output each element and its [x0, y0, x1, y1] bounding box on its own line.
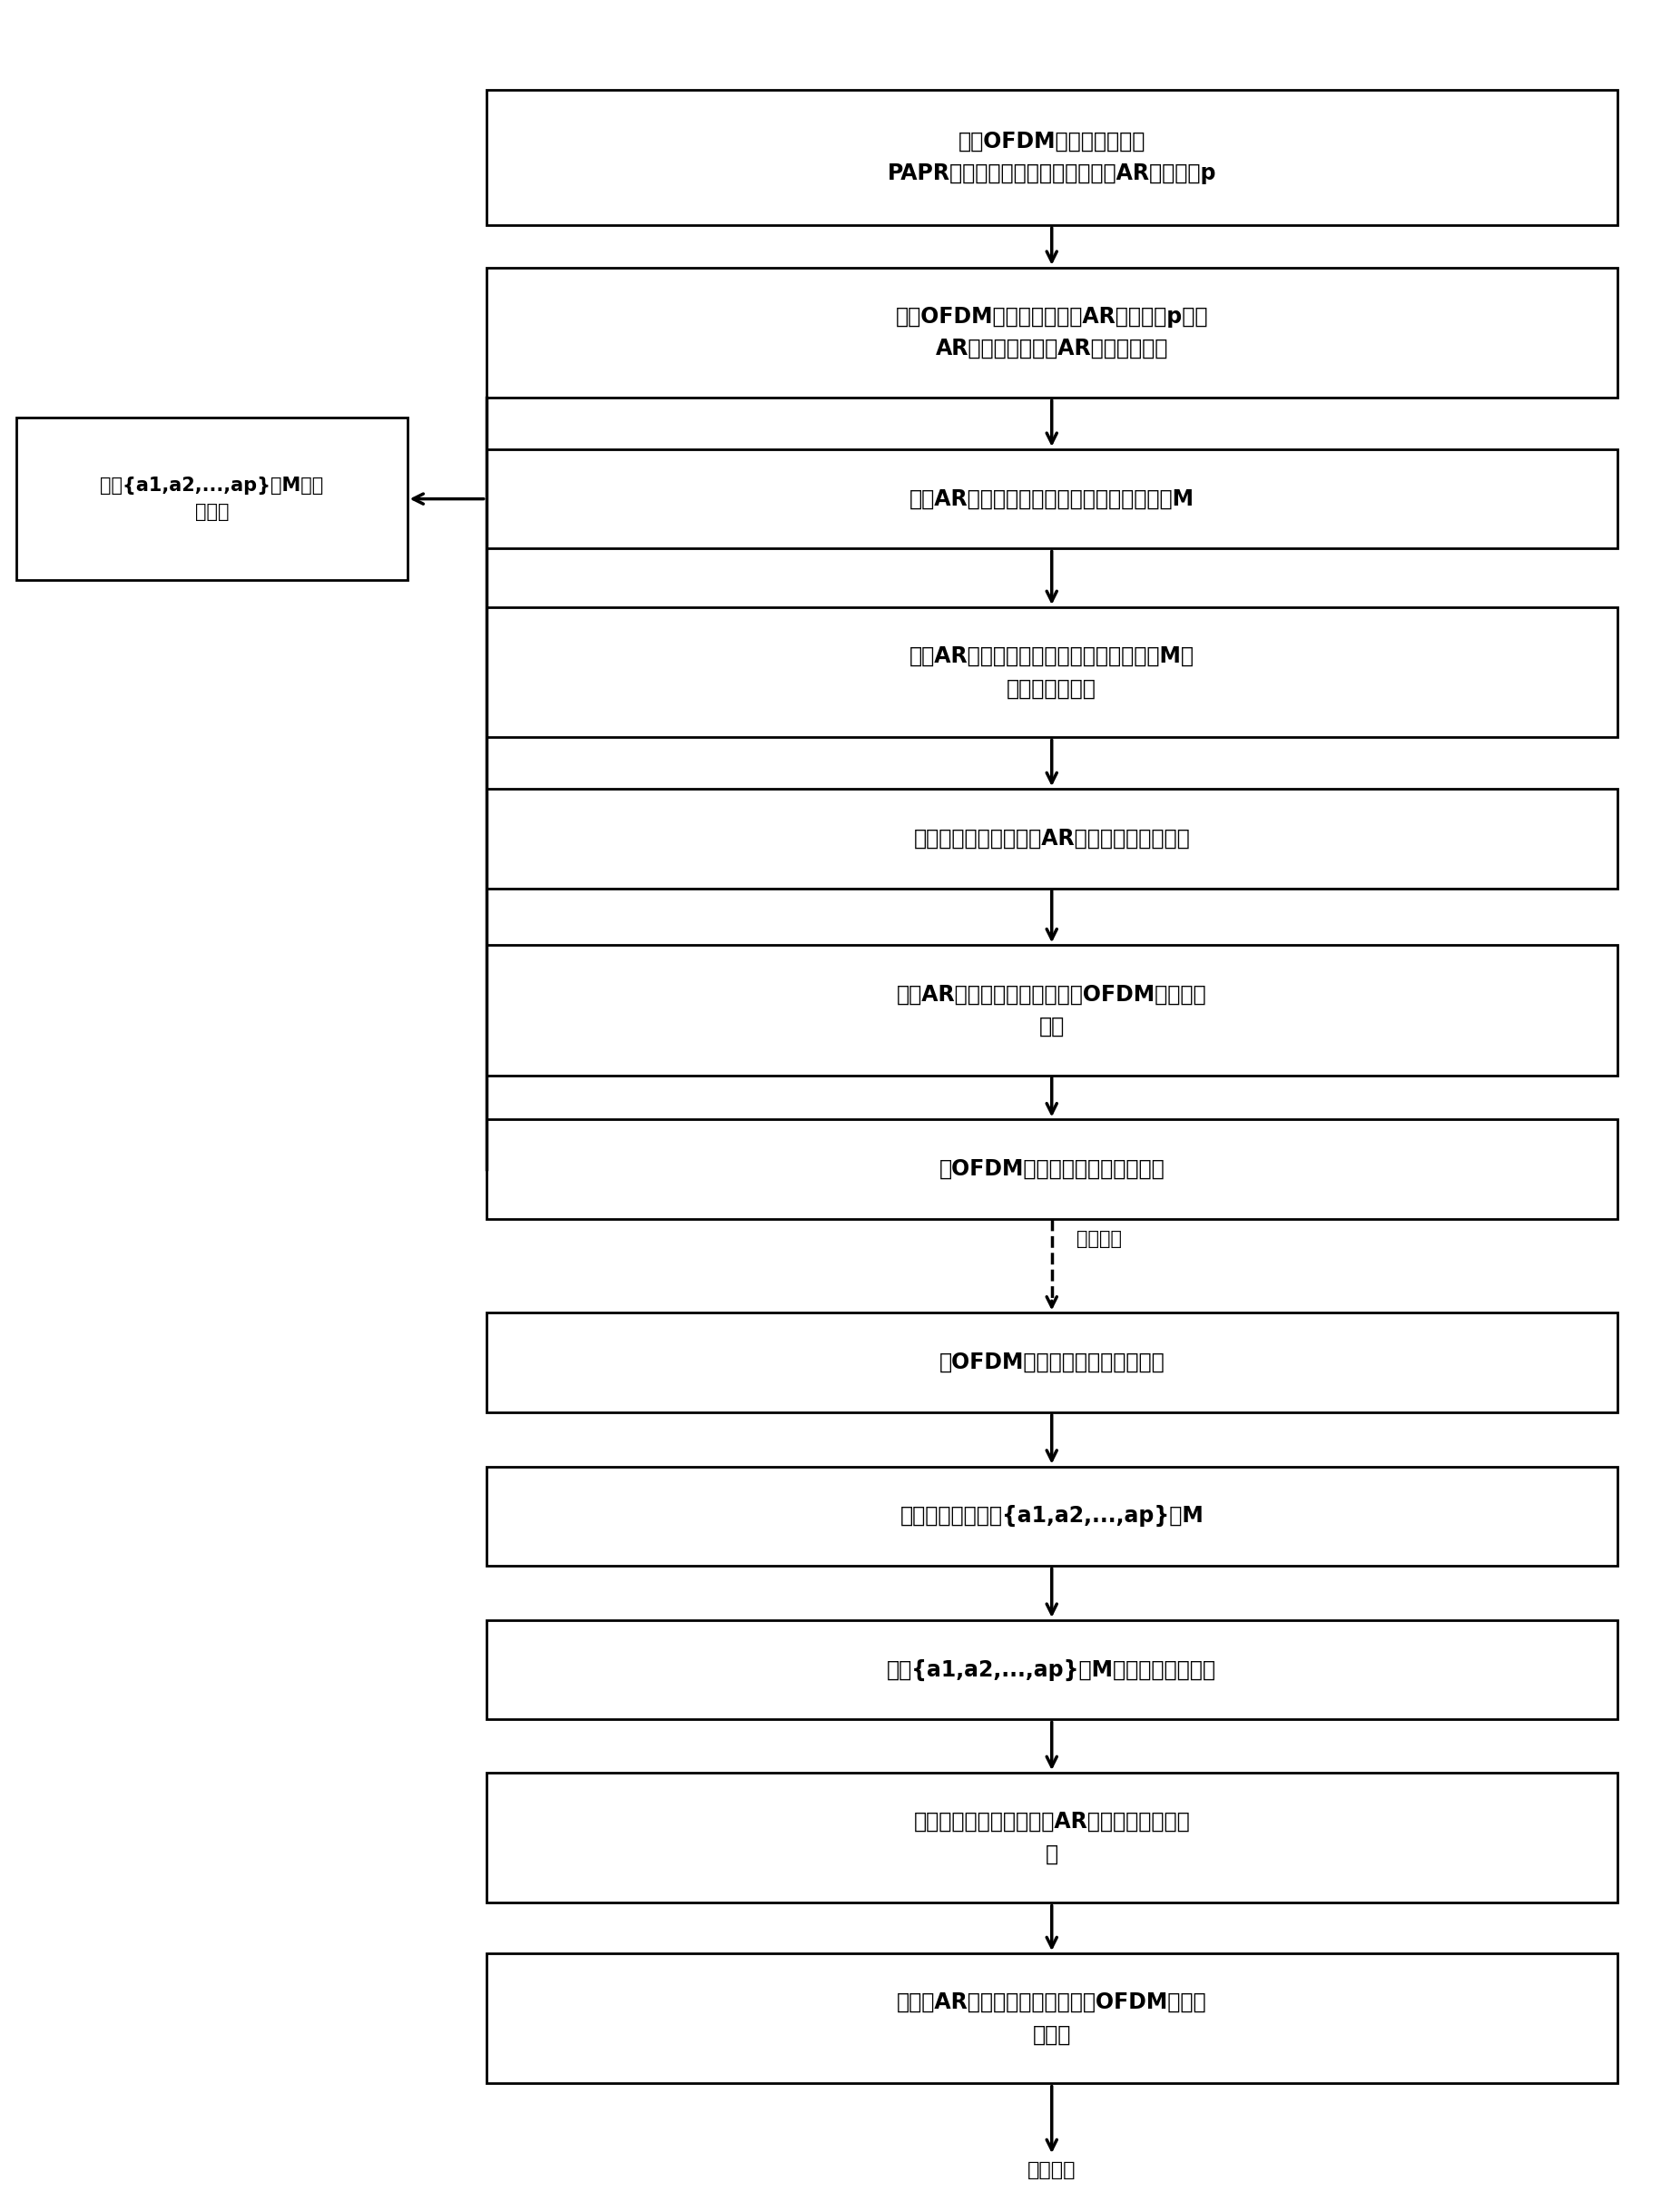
Text: 根据{a1,a2,...,ap}和M确定系统传递函数: 根据{a1,a2,...,ap}和M确定系统传递函数: [887, 1659, 1216, 1681]
Text: 信号输出: 信号输出: [1028, 2161, 1076, 2179]
Text: 根据AR模型传递函数确定平均功率调整参数M: 根据AR模型传递函数确定平均功率调整参数M: [909, 489, 1195, 509]
Bar: [486, 1467, 1618, 1566]
Bar: [486, 1314, 1618, 1411]
Bar: [486, 268, 1618, 398]
Text: 将OFDM符号与边带信息进行分离: 将OFDM符号与边带信息进行分离: [939, 1352, 1165, 1374]
Text: 将边带信息拆分为{a1,a2,...,ap}和M: 将边带信息拆分为{a1,a2,...,ap}和M: [899, 1504, 1203, 1526]
Bar: [486, 945, 1618, 1075]
Bar: [17, 418, 408, 580]
Text: 组合{a1,a2,...,ap}和M为边
带信息: 组合{a1,a2,...,ap}和M为边 带信息: [100, 476, 324, 522]
Text: 根据逆AR模型映射器差分方程对OFDM符号进
行变换: 根据逆AR模型映射器差分方程对OFDM符号进 行变换: [897, 1991, 1206, 2046]
Bar: [486, 1619, 1618, 1719]
Bar: [486, 1953, 1618, 2084]
Bar: [486, 1772, 1618, 1902]
Text: 信道传输: 信道传输: [1076, 1230, 1123, 1248]
Text: 根据AR模型传递函数和平均功率调整参数M确
定系统传递函数: 根据AR模型传递函数和平均功率调整参数M确 定系统传递函数: [909, 646, 1195, 699]
Text: 根据OFDM并行输入序列和AR模型阶数p确定
AR模型参数并确定AR模型传递函数: 根据OFDM并行输入序列和AR模型阶数p确定 AR模型参数并确定AR模型传递函数: [896, 305, 1208, 361]
Text: 根据OFDM系统参数，协调
PAPR降低程度和系统复杂度，选择AR模型阶数p: 根据OFDM系统参数，协调 PAPR降低程度和系统复杂度，选择AR模型阶数p: [887, 131, 1216, 184]
Bar: [486, 449, 1618, 549]
Text: 将OFDM符号与边带信息进行组合: 将OFDM符号与边带信息进行组合: [939, 1159, 1165, 1181]
Bar: [486, 91, 1618, 226]
Text: 根据AR模型映射器差分方程对OFDM符号进行
变换: 根据AR模型映射器差分方程对OFDM符号进行 变换: [897, 984, 1206, 1037]
Text: 根据系统传递函数确定逆AR模型映射器差分方
程: 根据系统传递函数确定逆AR模型映射器差分方 程: [914, 1812, 1190, 1865]
Bar: [486, 608, 1618, 737]
Text: 根据系统传递函数确定AR模型映射器差分方程: 根据系统传递函数确定AR模型映射器差分方程: [914, 827, 1190, 849]
Bar: [486, 790, 1618, 889]
Bar: [486, 1119, 1618, 1219]
